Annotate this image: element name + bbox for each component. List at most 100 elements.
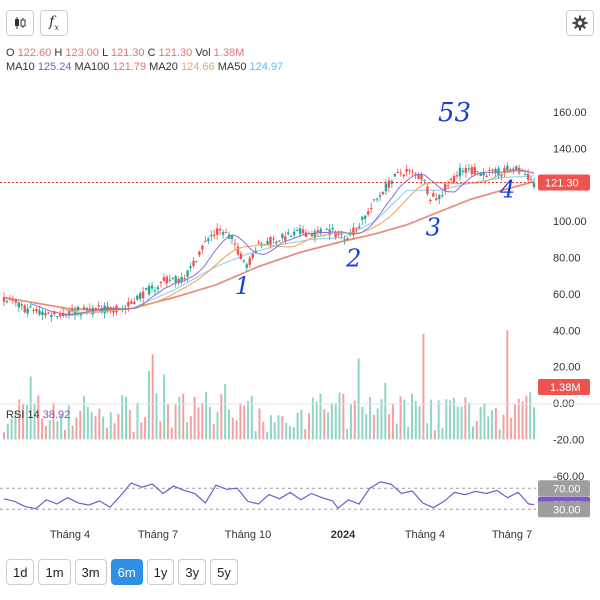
volume-bar (22, 403, 25, 440)
time-axis-tick: 2024 (331, 529, 356, 541)
candle-body (405, 169, 408, 172)
volume-bar (201, 403, 204, 440)
volume-bar (445, 399, 448, 440)
ma20-line (60, 170, 535, 313)
candle-body (390, 180, 394, 184)
volume-bar (510, 417, 513, 440)
volume-bar (517, 398, 520, 440)
volume-value: 1.38M (213, 47, 245, 59)
candle-body (275, 241, 278, 244)
volume-bar (311, 397, 314, 440)
period-1d[interactable]: 1d (6, 559, 35, 585)
volume-bar (266, 431, 269, 440)
volume-bar (128, 409, 131, 440)
volume-bar (460, 406, 463, 440)
volume-bar (281, 416, 284, 440)
candle-body (446, 185, 450, 187)
candle-body (251, 253, 254, 259)
price-axis-tick: 20.00 (553, 362, 581, 374)
volume-bar (269, 415, 272, 440)
settings-button[interactable] (566, 10, 594, 36)
volume-bar (140, 422, 143, 440)
volume-bar (475, 421, 478, 440)
volume-bar (353, 400, 356, 440)
volume-bar (338, 392, 341, 440)
indicators-button[interactable]: fx (40, 10, 68, 36)
volume-bar (75, 417, 78, 440)
candle-body (180, 277, 183, 282)
candle-body (97, 305, 100, 307)
volume-bar (193, 396, 196, 440)
volume-bar (250, 395, 253, 440)
volume-bar (37, 395, 40, 440)
candle-body (183, 278, 186, 280)
rsi-line (3, 481, 535, 510)
last-price-badge (538, 174, 590, 191)
volume-bar (288, 425, 291, 440)
candle-body (384, 183, 388, 192)
volume-bar (437, 400, 440, 440)
volume-bar (323, 409, 326, 440)
period-3m[interactable]: 3m (74, 559, 107, 585)
price-axis-tick: 160.00 (553, 107, 587, 119)
volume-bar (56, 421, 59, 440)
price-chart[interactable]: 160.00 140.00 1 20.00 100.00 80.00 60.00 40.00 2… (0, 0, 600, 552)
candle-body (319, 228, 323, 234)
candle-body (417, 174, 420, 179)
price-axis-tick: 40.00 (553, 325, 581, 337)
last-price-label: 121.30 (545, 177, 579, 189)
volume-bar (182, 393, 185, 440)
candle-body (355, 228, 358, 230)
volume-bar (90, 411, 93, 440)
volume-bar (422, 333, 425, 440)
candle-body (100, 307, 103, 312)
candle-body (473, 167, 476, 175)
candle-body (358, 226, 361, 229)
candle-body (435, 198, 438, 201)
candle-body (76, 306, 80, 311)
volume-bar (391, 404, 394, 440)
volume-bar (327, 412, 330, 440)
candle-body (20, 304, 23, 306)
volume-bar (247, 401, 250, 440)
candle-body (420, 173, 423, 180)
period-3y[interactable]: 3y (178, 559, 207, 585)
volume-bar (502, 414, 505, 440)
volume-bar (155, 393, 158, 440)
candle-body (281, 233, 284, 239)
candle-body (287, 232, 290, 235)
volume-bar (64, 429, 67, 440)
candle-body (441, 195, 444, 197)
volume-bar (170, 427, 173, 440)
volume-bar (113, 423, 116, 440)
candle-body (372, 199, 376, 201)
candle-body (144, 287, 148, 290)
candle-body (189, 266, 192, 268)
candle-body (221, 232, 225, 235)
candle-body (325, 228, 328, 230)
period-5y[interactable]: 5y (210, 559, 238, 585)
candle-body (334, 232, 337, 238)
candle-body (207, 238, 210, 242)
period-1m[interactable]: 1m (38, 559, 71, 585)
volume-bar (144, 417, 147, 440)
candle-body (292, 231, 296, 236)
volume-bar (349, 403, 352, 440)
candle-body (301, 229, 305, 234)
candle-body (70, 309, 74, 312)
volume-bar (147, 371, 150, 440)
chart-type-button[interactable] (6, 10, 34, 36)
candle-body (79, 314, 83, 316)
candle-body (488, 169, 491, 171)
volume-bar (361, 406, 364, 440)
volume-bar (433, 429, 436, 440)
period-1y[interactable]: 1y (146, 559, 175, 585)
volume-bar (220, 394, 223, 440)
candle-body (88, 308, 92, 310)
candle-body (438, 195, 441, 200)
candle-body (174, 276, 177, 283)
volume-bar (178, 396, 181, 440)
candle-body (23, 305, 26, 313)
candle-body (361, 216, 364, 220)
period-6m[interactable]: 6m (110, 559, 143, 585)
